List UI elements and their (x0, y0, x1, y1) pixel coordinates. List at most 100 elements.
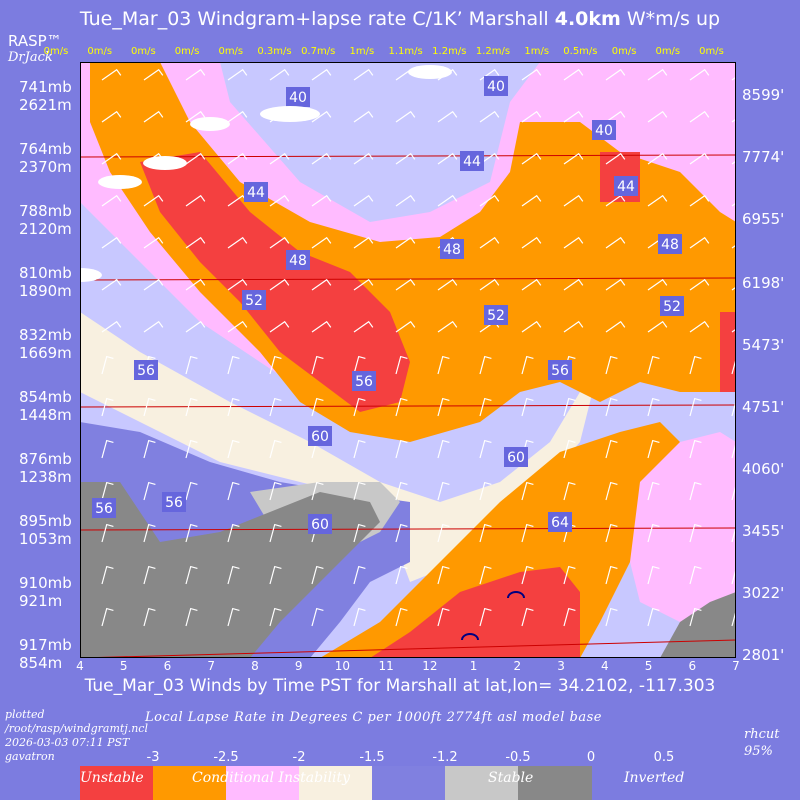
wind-barb (647, 152, 668, 165)
wind-barb (689, 278, 710, 291)
wind-barb (731, 356, 736, 375)
wind-barb (353, 68, 374, 81)
wind-barb (185, 523, 198, 543)
wind-barb (521, 607, 534, 627)
wind-barb (521, 236, 542, 249)
contour-label: 48 (286, 250, 310, 270)
title-suffix: W*m/s up (626, 8, 721, 30)
wind-barb (185, 110, 206, 123)
author-brand: DrJack (8, 50, 53, 65)
wind-barb (437, 152, 458, 165)
wind-barb (605, 523, 618, 543)
wind-barb (689, 355, 702, 375)
wind-barb (353, 439, 366, 459)
wstar-label: 0m/s (43, 46, 69, 57)
x-tick-label: 12 (422, 659, 438, 673)
wind-barb (101, 523, 114, 543)
wind-barb (437, 607, 450, 627)
altitude-m-label: 854m (19, 654, 63, 672)
svg-text:44: 44 (617, 179, 635, 195)
wind-barb (563, 194, 584, 207)
altitude-ft-label: 3022' (742, 584, 785, 602)
pressure-label: 764mb (19, 140, 72, 158)
wstar-label: 1m/s (524, 46, 550, 57)
wind-barb (647, 278, 668, 291)
wind-barb (143, 397, 156, 417)
x-tick-label: 10 (334, 659, 351, 673)
wind-barb (647, 439, 660, 459)
cloud-icons (80, 65, 452, 282)
wind-barb (563, 320, 584, 333)
wind-barb (689, 439, 702, 459)
wstar-label: 0m/s (699, 46, 724, 57)
wind-barb (647, 194, 668, 207)
contour-label: 64 (548, 512, 572, 532)
wind-barb (269, 68, 290, 81)
wind-barb (689, 565, 702, 585)
rhcut-label: rhcut (744, 727, 780, 742)
contour-label: 56 (134, 360, 158, 380)
svg-text:56: 56 (137, 363, 155, 379)
x-tick-label: 8 (251, 659, 259, 673)
legend-title: Local Lapse Rate in Degrees C per 1000ft… (145, 710, 602, 725)
pressure-label: 854mb (19, 388, 72, 406)
wind-barb (689, 320, 710, 333)
wind-barb (479, 355, 492, 375)
wind-barb (395, 110, 416, 123)
wind-barb (311, 236, 332, 249)
wind-barb (143, 565, 156, 585)
region-red-edge (720, 312, 736, 392)
wind-barb (227, 110, 248, 123)
wind-barb (395, 320, 416, 333)
wind-barb (143, 481, 156, 501)
region-red-lower (370, 567, 580, 658)
left-axis-label: 895mb 1053m (19, 512, 72, 548)
pressure-label: 917mb (19, 636, 72, 654)
wind-barb (227, 152, 248, 165)
svg-text:52: 52 (487, 308, 505, 324)
pressure-label: 832mb (19, 326, 72, 344)
wind-barb (437, 355, 450, 375)
contour-label: 60 (308, 514, 332, 534)
wind-barb (353, 607, 366, 627)
legend-category: Unstable (80, 770, 144, 786)
region-red-left (140, 152, 410, 412)
x-tick-label: 1 (469, 659, 478, 673)
wind-barb (353, 110, 374, 123)
left-axis-label: 788mb 2120m (19, 202, 72, 238)
cloud-icon (143, 156, 187, 170)
wind-barb (185, 152, 206, 165)
wind-barb (269, 355, 282, 375)
wind-barb (143, 607, 156, 627)
wind-barb (731, 608, 736, 627)
legend-swatch (299, 766, 373, 800)
legend-category: Inverted (624, 770, 685, 786)
wind-barb (647, 68, 668, 81)
x-tick-label: 2 (513, 659, 522, 673)
svg-text:44: 44 (463, 154, 481, 170)
wind-barb (227, 355, 240, 375)
svg-text:48: 48 (289, 253, 307, 269)
rhcut-value: 95% (744, 744, 773, 759)
cloud-icon (80, 268, 102, 282)
wind-barb (101, 278, 122, 291)
wind-barb (563, 397, 576, 417)
wind-barb (395, 523, 408, 543)
wind-barb (143, 110, 164, 123)
wind-barb (395, 397, 408, 417)
wind-barb (143, 278, 164, 291)
legend-tick: -2.5 (213, 750, 239, 765)
wind-barb (605, 152, 626, 165)
rasp-brand: RASP™ (8, 32, 62, 50)
wind-barb (311, 607, 324, 627)
wind-barb (311, 355, 324, 375)
wind-barb (563, 439, 576, 459)
wind-barb (605, 397, 618, 417)
wind-barb (269, 439, 282, 459)
wstar-label: 0.7m/s (301, 46, 336, 57)
wind-barb (311, 194, 332, 207)
x-tick-label: 11 (378, 659, 394, 673)
wind-barb (311, 320, 332, 333)
wind-barb (479, 278, 500, 291)
wind-barb (521, 523, 534, 543)
